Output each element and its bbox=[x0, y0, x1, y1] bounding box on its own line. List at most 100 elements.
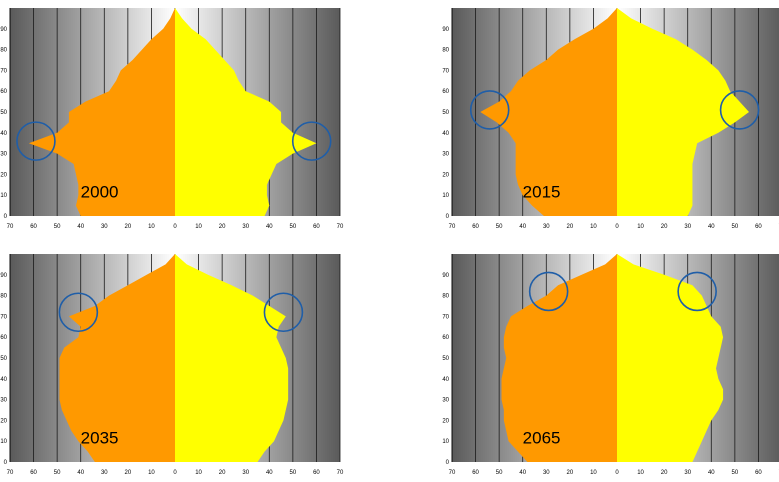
male-area bbox=[501, 254, 617, 462]
x-tick-label: 10 bbox=[195, 470, 202, 476]
highlight-circle bbox=[469, 90, 510, 130]
x-tick-label: 50 bbox=[54, 470, 61, 476]
y-tick-label: 70 bbox=[442, 314, 449, 320]
x-tick-label: 0 bbox=[615, 224, 619, 230]
year-label: 2035 bbox=[81, 428, 119, 447]
x-tick-label: 60 bbox=[755, 470, 762, 476]
x-tick-label: 20 bbox=[125, 224, 132, 230]
x-tick-label: 60 bbox=[30, 224, 37, 230]
highlight-circle bbox=[263, 292, 304, 333]
x-tick-label: 60 bbox=[755, 224, 762, 230]
pyramid-panel-2000: 0 10 20 30 40 50 60 70 80 90 70 60 50 40 30 20 10 0 10 20 30… bbox=[0, 8, 344, 230]
x-tick-label: 50 bbox=[732, 470, 739, 476]
x-tick-label: 40 bbox=[266, 470, 273, 476]
x-tick-label: 30 bbox=[101, 224, 108, 230]
y-tick-label: 0 bbox=[446, 460, 450, 466]
highlight-circle bbox=[58, 292, 99, 333]
highlight-circle bbox=[719, 90, 760, 130]
y-tick-label: 90 bbox=[442, 27, 449, 33]
y-tick-label: 10 bbox=[0, 439, 7, 445]
y-tick-label: 60 bbox=[442, 89, 449, 95]
male-area bbox=[28, 8, 175, 216]
x-tick-label: 30 bbox=[101, 470, 108, 476]
y-tick-label: 70 bbox=[0, 68, 7, 74]
x-tick-label: 70 bbox=[7, 224, 14, 230]
y-tick-label: 30 bbox=[0, 152, 7, 158]
x-tick-label: 10 bbox=[590, 470, 597, 476]
x-tick-label: 60 bbox=[313, 470, 320, 476]
pyramid-areas bbox=[480, 8, 749, 216]
x-tick-label: 10 bbox=[590, 224, 597, 230]
year-label: 2065 bbox=[523, 428, 561, 447]
x-tick-label: 10 bbox=[195, 224, 202, 230]
highlight-circle bbox=[528, 271, 569, 312]
x-tick-label: 50 bbox=[54, 224, 61, 230]
highlight-circle bbox=[291, 121, 332, 161]
y-tick-label: 50 bbox=[442, 356, 449, 362]
y-tick-label: 20 bbox=[0, 172, 7, 178]
female-area bbox=[175, 8, 317, 216]
y-tick-label: 40 bbox=[442, 131, 449, 137]
y-tick-label: 20 bbox=[0, 418, 7, 424]
year-label: 2000 bbox=[81, 182, 119, 201]
female-area bbox=[617, 254, 724, 462]
x-tick-label: 40 bbox=[519, 224, 526, 230]
x-tick-label: 20 bbox=[567, 470, 574, 476]
highlight-circle bbox=[16, 121, 56, 161]
x-tick-label: 10 bbox=[148, 470, 155, 476]
y-tick-label: 70 bbox=[0, 314, 7, 320]
y-tick-label: 10 bbox=[0, 193, 7, 199]
y-tick-label: 60 bbox=[0, 335, 7, 341]
x-tick-label: 0 bbox=[173, 470, 177, 476]
y-tick-label: 10 bbox=[442, 193, 449, 199]
male-area bbox=[480, 8, 617, 216]
x-tick-label: 70 bbox=[337, 224, 344, 230]
pyramid-areas bbox=[501, 254, 724, 462]
female-area bbox=[617, 8, 749, 216]
x-tick-label: 0 bbox=[615, 470, 619, 476]
x-tick-label: 50 bbox=[496, 224, 503, 230]
x-tick-label: 60 bbox=[472, 470, 479, 476]
y-tick-label: 20 bbox=[442, 172, 449, 178]
pyramid-panel-2065: 0 10 20 30 40 50 60 70 80 90 70 60 50 40 30 20 10 0 10 20 30… bbox=[442, 254, 779, 476]
x-tick-label: 20 bbox=[219, 224, 226, 230]
x-tick-label: 70 bbox=[337, 470, 344, 476]
y-tick-label: 50 bbox=[442, 110, 449, 116]
x-tick-label: 60 bbox=[30, 470, 37, 476]
y-tick-label: 10 bbox=[442, 439, 449, 445]
x-tick-label: 30 bbox=[242, 224, 249, 230]
y-tick-label: 60 bbox=[0, 89, 7, 95]
x-tick-label: 10 bbox=[148, 224, 155, 230]
x-tick-label: 70 bbox=[449, 470, 456, 476]
x-tick-label: 70 bbox=[449, 224, 456, 230]
x-tick-label: 30 bbox=[684, 224, 691, 230]
x-tick-label: 50 bbox=[496, 470, 503, 476]
y-tick-label: 0 bbox=[4, 214, 8, 220]
highlight-circle bbox=[677, 271, 717, 312]
y-tick-label: 80 bbox=[0, 48, 7, 54]
male-area bbox=[59, 254, 175, 462]
y-tick-label: 0 bbox=[4, 460, 8, 466]
y-tick-label: 70 bbox=[442, 68, 449, 74]
x-tick-label: 40 bbox=[77, 470, 84, 476]
x-tick-label: 20 bbox=[661, 224, 668, 230]
x-tick-label: 50 bbox=[290, 224, 297, 230]
x-tick-label: 10 bbox=[637, 224, 644, 230]
x-tick-label: 20 bbox=[567, 224, 574, 230]
y-tick-label: 40 bbox=[0, 377, 7, 383]
y-tick-label: 80 bbox=[0, 294, 7, 300]
y-tick-label: 30 bbox=[0, 398, 7, 404]
pyramid-panel-2035: 0 10 20 30 40 50 60 70 80 90 70 60 50 40 30 20 10 0 10 20 30… bbox=[0, 254, 344, 476]
y-tick-label: 50 bbox=[0, 356, 7, 362]
pyramid-areas bbox=[59, 254, 289, 462]
x-tick-label: 20 bbox=[219, 470, 226, 476]
y-tick-label: 90 bbox=[0, 27, 7, 33]
x-tick-label: 40 bbox=[708, 224, 715, 230]
x-tick-label: 40 bbox=[77, 224, 84, 230]
x-tick-label: 10 bbox=[637, 470, 644, 476]
y-tick-label: 80 bbox=[442, 48, 449, 54]
y-tick-label: 50 bbox=[0, 110, 7, 116]
y-tick-label: 90 bbox=[0, 273, 7, 279]
x-tick-label: 50 bbox=[732, 224, 739, 230]
